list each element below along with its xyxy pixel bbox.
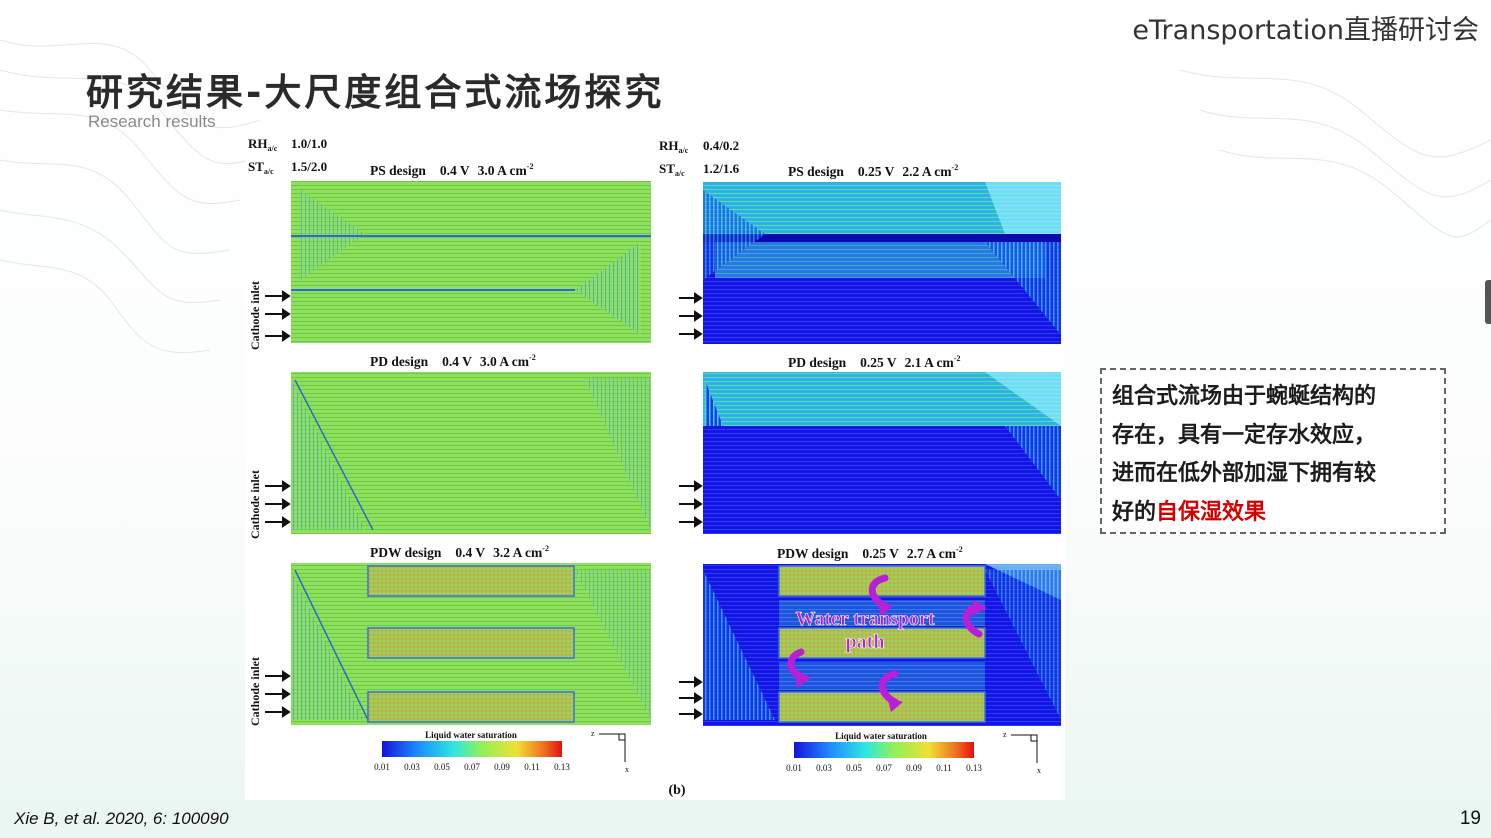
right-panel-1-header: PS design 0.25 V 2.2 A cm-2 [788,163,958,179]
left-rh-value: 1.0/1.0 [291,136,327,151]
figure-panel-label: (b) [668,783,685,798]
left-conditions: RHa/c 1.0/1.0 STa/c 1.5/2.0 [248,136,327,176]
svg-text:0.09: 0.09 [494,762,510,772]
left-colorbar-title: Liquid water saturation [425,730,517,740]
left-rh-sub: a/c [268,144,278,153]
svg-text:RHa/c: RHa/c [248,136,278,153]
svg-text:0.07: 0.07 [464,762,480,772]
water-transport-label-path: path [846,631,885,653]
svg-text:0.01: 0.01 [786,763,802,773]
right-st-sub: a/c [675,169,685,178]
right-conditions: RHa/c 0.4/0.2 STa/c 1.2/1.6 [659,138,740,178]
callout-highlight: 自保湿效果 [1156,499,1267,525]
right-axis-indicator: z x [1003,730,1041,775]
right-panel-2-header: PD design 0.25 V 2.1 A cm-2 [788,354,960,370]
left-panel-1-header: PS design 0.4 V 3.0 A cm-2 [370,162,533,178]
svg-text:z: z [591,729,595,738]
left-panel-1-contour [291,181,651,343]
svg-text:0.09: 0.09 [906,763,922,773]
left-panel-3-contour [291,563,651,725]
svg-text:x: x [625,765,629,774]
callout-line-4-prefix: 好的 [1112,499,1157,525]
right-st-label: ST [659,161,675,176]
cathode-inlet-label-1: Cathode inlet [248,281,262,350]
svg-text:0.03: 0.03 [816,763,832,773]
right-colorbar: Liquid water saturation 0.01 0.03 0.05 0… [786,731,982,773]
right-panel-2-contour [703,372,1061,534]
inlet-arrows [265,290,703,720]
side-panel-handle[interactable] [1485,280,1491,324]
svg-text:0.11: 0.11 [524,762,539,772]
svg-text:RHa/c: RHa/c [659,138,689,155]
svg-text:0.05: 0.05 [846,763,862,773]
figure-canvas: RHa/c 1.0/1.0 STa/c 1.5/2.0 RHa/c 0.4/0.… [248,136,1061,798]
right-st-value: 1.2/1.6 [703,161,740,176]
svg-text:STa/c: STa/c [659,161,685,178]
svg-text:z: z [1003,730,1007,739]
callout-line-2: 存在，具有一定存水效应， [1112,422,1377,448]
right-rh-value: 0.4/0.2 [703,138,739,153]
svg-text:STa/c: STa/c [248,159,274,176]
cathode-inlet-label-3: Cathode inlet [248,657,262,726]
svg-text:x: x [1037,766,1041,775]
right-rh-sub: a/c [679,146,689,155]
left-st-value: 1.5/2.0 [291,159,327,174]
footer-reference: Xie B, et al. 2020, 6: 100090 [14,809,229,828]
brand-header: eTransportation直播研讨会 [1132,15,1479,46]
left-st-label: ST [248,159,264,174]
right-rh-label: RH [659,138,679,153]
svg-text:0.03: 0.03 [404,762,420,772]
svg-text:0.13: 0.13 [966,763,982,773]
callout-line-4: 好的自保湿效果 [1112,494,1434,533]
left-st-sub: a/c [264,167,274,176]
water-transport-label: Water transport [795,608,934,630]
svg-text:0.07: 0.07 [876,763,892,773]
callout-line-3: 进而在低外部加湿下拥有较 [1112,461,1377,486]
right-panel-3-contour: Water transport path [703,564,1061,726]
left-colorbar: Liquid water saturation 0.01 0.03 0.05 0… [374,730,570,772]
left-panel-2-contour [291,372,651,534]
right-panel-3-header: PDW design 0.25 V 2.7 A cm-2 [777,545,963,561]
svg-text:0.05: 0.05 [434,762,450,772]
page-number: 19 [1459,808,1481,829]
left-panel-2-header: PD design 0.4 V 3.0 A cm-2 [370,353,536,369]
right-panel-1-contour [703,182,1061,344]
slide-subtitle: Research results [88,112,216,131]
right-colorbar-title: Liquid water saturation [835,731,927,741]
svg-text:0.11: 0.11 [936,763,951,773]
slide-title: 研究结果-大尺度组合式流场探究 [86,71,665,114]
callout-box: 组合式流场由于蜿蜒结构的 存在，具有一定存水效应， 进而在低外部加湿下拥有较 好… [1100,368,1446,534]
callout-line-1: 组合式流场由于蜿蜒结构的 [1112,384,1377,409]
left-panel-3-header: PDW design 0.4 V 3.2 A cm-2 [370,544,549,560]
simulation-figure: RHa/c 1.0/1.0 STa/c 1.5/2.0 RHa/c 0.4/0.… [245,130,1065,800]
left-axis-indicator: z x [591,729,629,774]
svg-text:0.13: 0.13 [554,762,570,772]
left-rh-label: RH [248,136,268,151]
cathode-inlet-label-2: Cathode inlet [248,470,262,539]
svg-text:0.01: 0.01 [374,762,390,772]
